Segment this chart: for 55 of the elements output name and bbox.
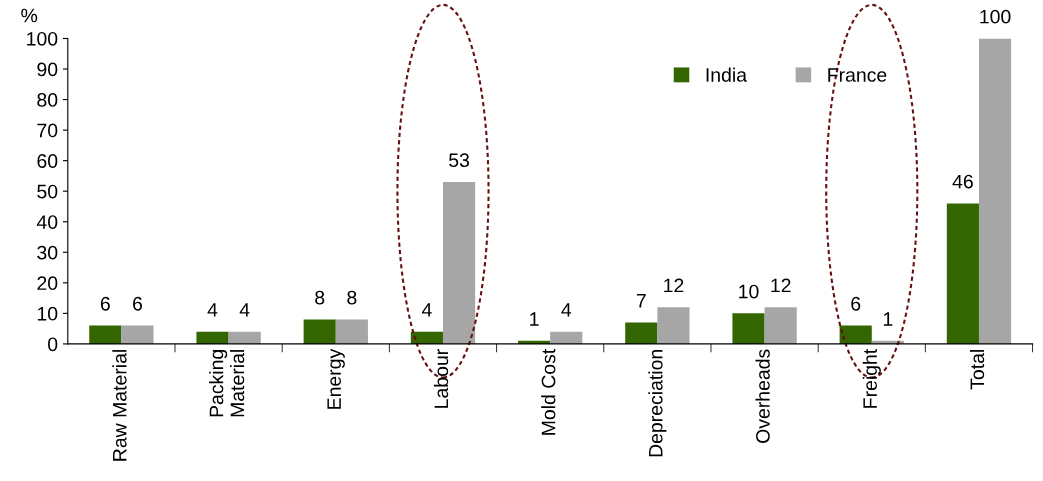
data-label: 6 [100, 296, 110, 311]
x-tick-label: Raw Material [112, 350, 127, 461]
bar [303, 319, 336, 344]
y-tick-label: 40 [36, 215, 58, 229]
y-tick-label: 50 [37, 184, 58, 199]
y-tick-label: 70 [37, 123, 58, 138]
y-axis-title: % [21, 8, 38, 23]
y-tick-label: 90 [37, 62, 58, 77]
x-tick-label: Freight [862, 348, 881, 408]
data-label: 10 [739, 284, 759, 299]
bar [550, 331, 583, 344]
x-tick-label: Mold Cost [541, 348, 556, 435]
x-tick-label: Total [969, 350, 985, 390]
bar [625, 322, 658, 344]
x-tick-label: Packing Material [209, 350, 245, 417]
data-label: 12 [771, 278, 791, 293]
bar [978, 38, 1012, 344]
bar [946, 203, 979, 344]
x-tick-label: Energy [327, 348, 345, 409]
bar [89, 325, 122, 344]
data-label: 8 [315, 290, 325, 305]
bar [335, 319, 368, 344]
bar [732, 313, 765, 344]
y-tick-label: 10 [37, 306, 58, 321]
data-label: 1 [883, 312, 893, 326]
bar [196, 331, 229, 344]
data-label: 6 [851, 296, 861, 311]
data-label: 4 [421, 303, 432, 317]
x-tick-label: Labour [433, 349, 449, 408]
data-label: 100 [980, 9, 1011, 24]
data-label: 12 [664, 278, 684, 293]
data-label: 7 [636, 294, 646, 308]
data-label: 4 [239, 303, 250, 317]
y-tick-label: 100 [27, 31, 58, 46]
y-tick-label: 80 [37, 93, 58, 107]
data-label: 53 [449, 153, 470, 168]
bar [442, 182, 476, 344]
data-label: 4 [561, 303, 572, 317]
bar [657, 307, 690, 344]
data-label: 46 [952, 174, 973, 189]
bar [228, 331, 261, 344]
x-tick-label: Overheads [755, 349, 770, 443]
x-tick-label: Depreciation [648, 350, 667, 457]
y-tick-label: 20 [37, 276, 58, 291]
legend-label: France [828, 68, 887, 82]
bar [764, 307, 797, 344]
data-label: 1 [530, 312, 539, 326]
data-label: 4 [207, 303, 218, 317]
legend-label: India [706, 67, 748, 82]
data-label: 8 [347, 290, 357, 305]
bar [121, 325, 154, 344]
y-tick-label: 30 [37, 245, 58, 260]
y-tick-label: 0 [48, 337, 58, 352]
y-tick-label: 60 [37, 154, 58, 168]
data-label: 6 [133, 296, 143, 311]
